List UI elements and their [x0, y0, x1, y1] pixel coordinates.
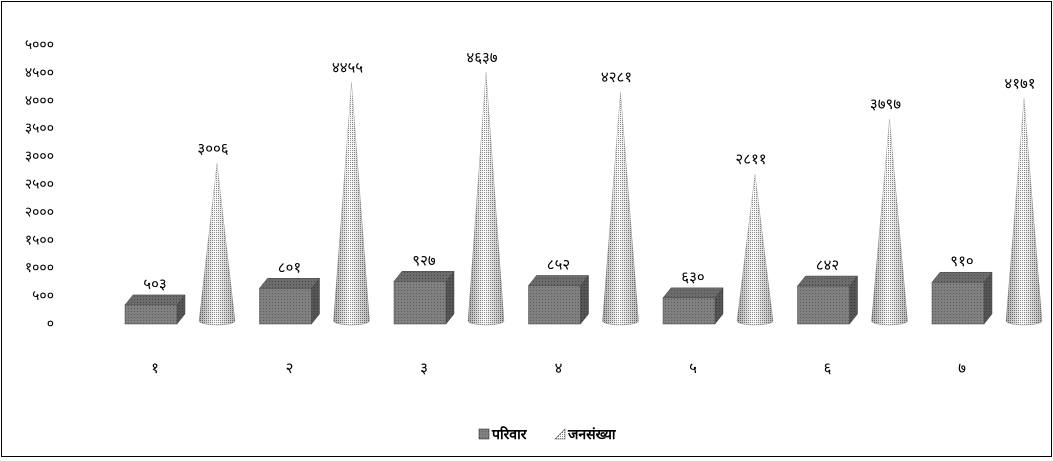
box-data-label: ९१० [950, 252, 973, 270]
legend-label-jansankhya: जनसंख्या [567, 427, 617, 443]
x-tick-label: २ [286, 359, 294, 377]
legend: परिवार जनसंख्या [478, 426, 617, 443]
box-data-label: ९२७ [412, 251, 436, 269]
y-tick-label: १००० [25, 260, 54, 276]
bar-cone [198, 163, 236, 326]
cone-data-label: ३७९७ [870, 95, 901, 113]
x-axis: १ २ ३ ४ ५ ६ ७ [151, 359, 966, 377]
bar-box [931, 271, 993, 325]
bar-box [393, 270, 455, 325]
cone-data-label: ४१७१ [1004, 74, 1035, 92]
y-tick-label: ५०० [32, 288, 54, 304]
y-tick-label: ० [47, 316, 54, 332]
legend-label-parivar: परिवार [491, 426, 528, 443]
y-tick-label: ३००० [25, 149, 54, 165]
bar-cone [871, 119, 908, 326]
y-tick-label: ४००० [25, 93, 54, 109]
bar-box [662, 287, 724, 325]
x-tick-label: ६ [824, 359, 832, 377]
y-tick-label: १५०० [25, 232, 54, 248]
cone-data-label: ४२८१ [601, 68, 632, 86]
y-tick-label: २००० [25, 204, 54, 220]
chart-marks: ५०३ ३००६ ८०१ ४४५५ ९२७ ४६३७ ८५२ ४२८१ ६३० २८११ ८४२ ३७… [124, 48, 1043, 326]
y-tick-label: ५००० [25, 37, 54, 53]
box-data-label: ८४२ [816, 256, 839, 274]
y-tick-label: २५०० [25, 177, 54, 193]
cone-data-label: ४६३७ [466, 48, 497, 66]
bar-cone [467, 72, 505, 326]
x-tick-label: ५ [689, 359, 697, 377]
x-tick-label: ४ [555, 359, 563, 377]
bar-cone [602, 92, 639, 326]
y-axis: ० ५०० १००० १५०० २००० २५०० ३००० ३५०० ४००० ४५०० ५००० [25, 37, 54, 332]
bar-cone [333, 82, 370, 326]
legend-swatch-box [478, 428, 490, 440]
bar-box [796, 275, 859, 325]
bar-box [527, 274, 590, 325]
cone-data-label: ३००६ [197, 139, 228, 157]
box-data-label: ५०३ [143, 275, 166, 293]
bar-cone [1005, 98, 1043, 326]
bar-box [258, 277, 321, 325]
y-tick-label: ३५०० [25, 121, 54, 137]
y-tick-label: ४५०० [25, 65, 54, 81]
x-tick-label: ७ [958, 359, 966, 377]
box-data-label: ८०१ [278, 258, 301, 276]
box-data-label: ८५२ [547, 255, 570, 273]
legend-swatch-cone [554, 428, 566, 440]
x-tick-label: ३ [420, 359, 428, 377]
bar-box [124, 294, 186, 325]
x-tick-label: १ [151, 359, 159, 377]
bar-cone [736, 174, 774, 326]
box-data-label: ६३० [681, 268, 704, 286]
cone-data-label: २८११ [735, 150, 766, 168]
cone-data-label: ४४५५ [332, 58, 363, 76]
